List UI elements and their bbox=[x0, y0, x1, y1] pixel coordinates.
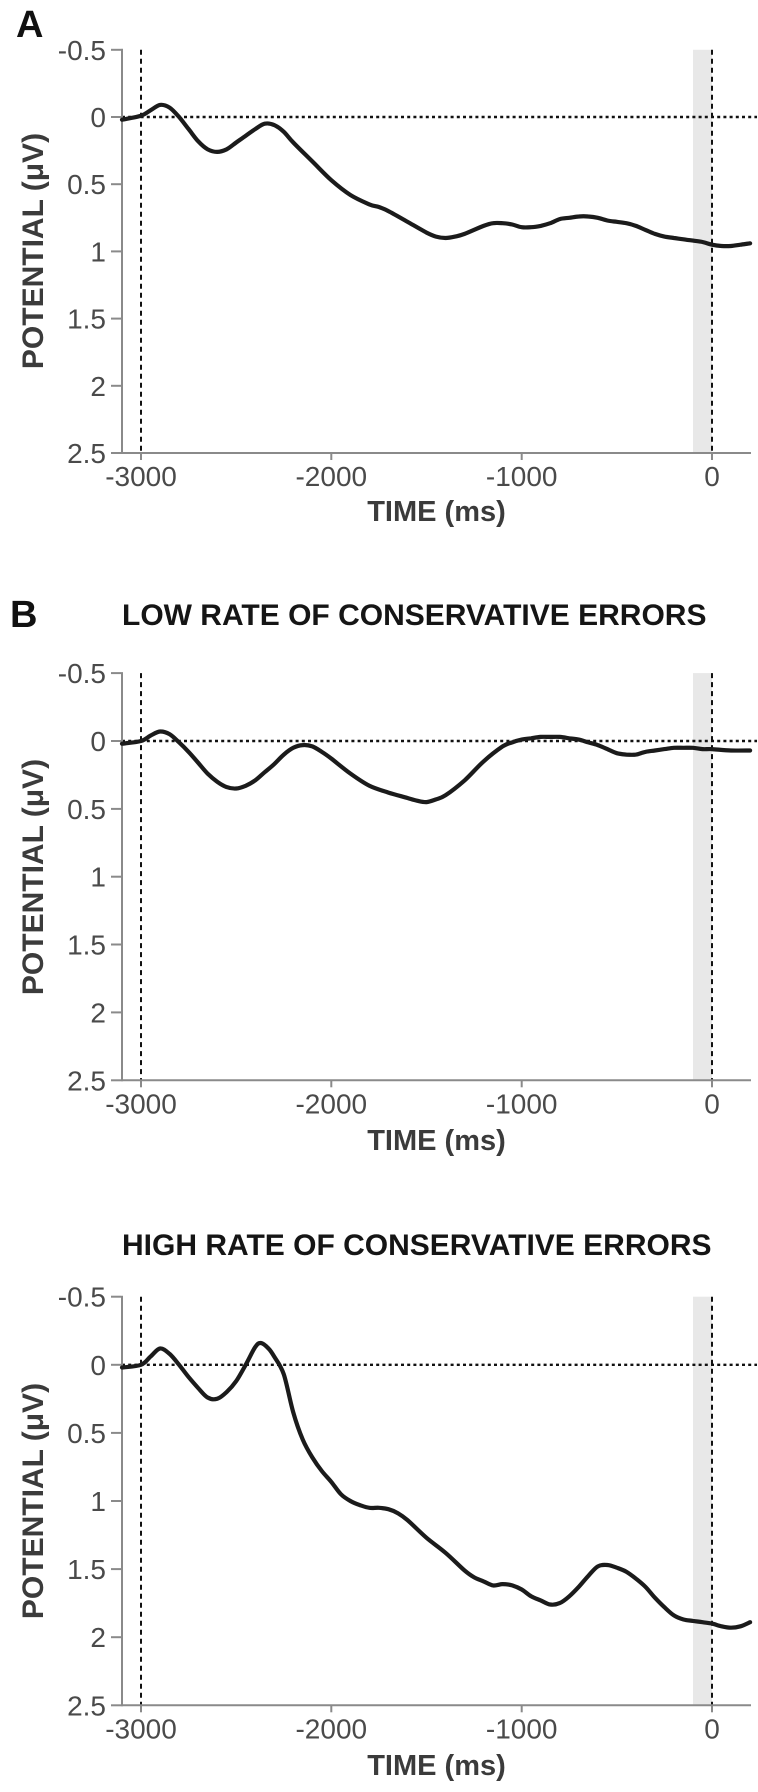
x-tick-label: -2000 bbox=[295, 461, 367, 492]
x-tick-label: -2000 bbox=[295, 1088, 367, 1119]
low-errors-chart: -0.5 0 0.5 1 1.5 2 2.5-3000 -2000 -1000 0 bbox=[58, 658, 757, 1119]
y-tick-label: 2 bbox=[90, 371, 106, 402]
x-tick-label: 0 bbox=[704, 1088, 720, 1119]
y-tick-label: 1.5 bbox=[67, 930, 106, 961]
y-tick-label: 1.5 bbox=[67, 1554, 106, 1585]
y-tick-label: -0.5 bbox=[58, 1282, 106, 1313]
y-tick-label: 2.5 bbox=[67, 1065, 106, 1096]
x-tick-label: -3000 bbox=[105, 1088, 177, 1119]
y-tick-label: 2.5 bbox=[67, 1690, 106, 1721]
erp-waveform-curve bbox=[119, 1340, 753, 1630]
panel-label-a: A bbox=[16, 4, 44, 46]
high-errors-y-axis-title: POTENTIAL (μV) bbox=[17, 1382, 50, 1620]
y-tick-label: 1 bbox=[90, 1486, 106, 1517]
panel-a-x-axis-title: TIME (ms) bbox=[367, 496, 506, 528]
y-tick-label: 0.5 bbox=[67, 1418, 106, 1449]
y-tick-label: -0.5 bbox=[58, 658, 106, 689]
y-tick-label: 0 bbox=[90, 1350, 106, 1381]
panel-a-chart: -0.5 0 0.5 1 1.5 2 2.5-3000 -2000 -1000 0 bbox=[58, 35, 757, 492]
low-errors-chart-title: LOW RATE OF CONSERVATIVE ERRORS bbox=[122, 599, 707, 632]
y-tick-label: 0.5 bbox=[67, 169, 106, 200]
x-tick-label: -1000 bbox=[486, 1088, 558, 1119]
baseline-shaded-band bbox=[693, 1296, 712, 1706]
panel-a-y-axis-title: POTENTIAL (μV) bbox=[17, 132, 50, 370]
y-tick-label: 1 bbox=[90, 236, 106, 267]
low-errors-x-axis-title: TIME (ms) bbox=[367, 1125, 506, 1157]
y-tick-label: 2 bbox=[90, 997, 106, 1028]
x-tick-label: -3000 bbox=[105, 1713, 177, 1744]
x-tick-label: 0 bbox=[704, 1713, 720, 1744]
y-tick-label: 0.5 bbox=[67, 794, 106, 825]
high-errors-chart-title: HIGH RATE OF CONSERVATIVE ERRORS bbox=[122, 1229, 712, 1262]
y-tick-label: 2 bbox=[90, 1622, 106, 1653]
x-tick-label: -1000 bbox=[486, 1713, 558, 1744]
x-tick-label: -3000 bbox=[105, 461, 177, 492]
low-errors-y-axis-title: POTENTIAL (μV) bbox=[17, 758, 50, 996]
panel-label-b: B bbox=[10, 594, 38, 636]
high-errors-x-axis-title: TIME (ms) bbox=[367, 1750, 506, 1782]
y-tick-label: -0.5 bbox=[58, 35, 106, 66]
y-tick-label: 1.5 bbox=[67, 304, 106, 335]
x-tick-label: -2000 bbox=[295, 1713, 367, 1744]
y-tick-label: 1 bbox=[90, 862, 106, 893]
high-errors-chart: -0.5 0 0.5 1 1.5 2 2.5-3000 -2000 -1000 0 bbox=[58, 1282, 757, 1744]
x-tick-label: -1000 bbox=[486, 461, 558, 492]
y-tick-label: 0 bbox=[90, 102, 106, 133]
erp-waveform-curve bbox=[119, 729, 753, 805]
erp-waveform-curve bbox=[119, 102, 753, 249]
baseline-shaded-band bbox=[693, 673, 712, 1081]
x-tick-label: 0 bbox=[704, 461, 720, 492]
baseline-shaded-band bbox=[693, 49, 712, 454]
y-tick-label: 2.5 bbox=[67, 438, 106, 469]
y-tick-label: 0 bbox=[90, 726, 106, 757]
